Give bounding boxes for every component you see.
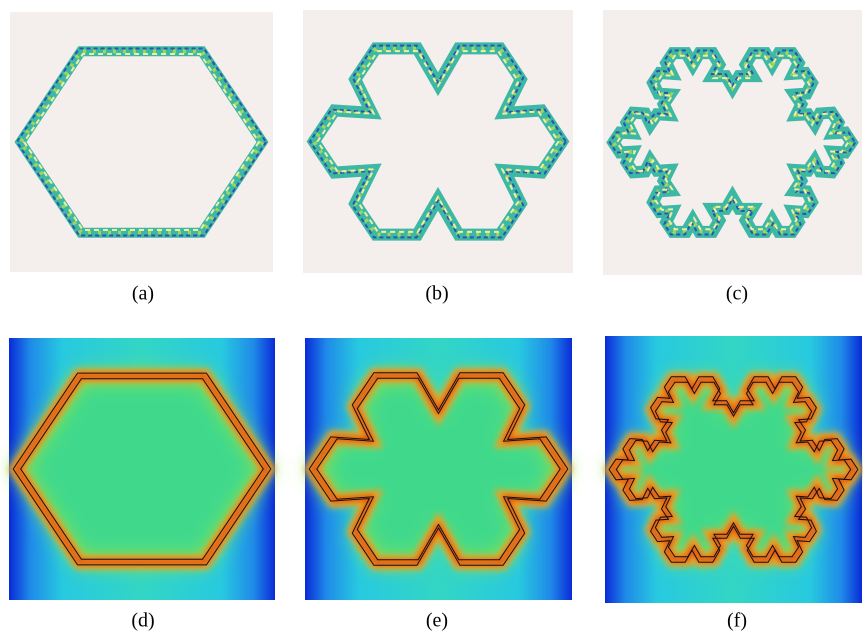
- panel-label: (f): [727, 610, 747, 632]
- heatmap-hot: [610, 377, 857, 562]
- conductor-line: [316, 377, 561, 561]
- panel-background: [303, 10, 573, 273]
- conductor-line: [20, 378, 264, 560]
- field-arrows: [22, 53, 261, 231]
- panel-label: (e): [426, 610, 448, 632]
- heatmap-hot: [14, 373, 270, 565]
- field-band: [306, 42, 570, 241]
- conductor-line: [615, 381, 852, 558]
- conductor-line: [608, 376, 859, 563]
- field-arrows: [316, 50, 560, 233]
- panel-background: [603, 10, 862, 275]
- field-band: [610, 51, 855, 234]
- panel-label: (c): [726, 283, 748, 305]
- heatmap-inner: [622, 386, 845, 553]
- panel-label: (b): [425, 283, 448, 305]
- panel-label: (a): [132, 283, 154, 305]
- panel-label: (d): [131, 610, 154, 632]
- heatmap-hot: [310, 373, 567, 565]
- field-arrows: [608, 49, 857, 236]
- conductor-line: [308, 372, 569, 566]
- field-band: [14, 46, 269, 238]
- field-arrows: [308, 44, 568, 239]
- heatmap-inner: [323, 383, 554, 555]
- field-arrows: [15, 47, 268, 237]
- heatmap-inner: [27, 383, 257, 555]
- conductor-line: [12, 372, 272, 566]
- field-arrows: [615, 54, 850, 231]
